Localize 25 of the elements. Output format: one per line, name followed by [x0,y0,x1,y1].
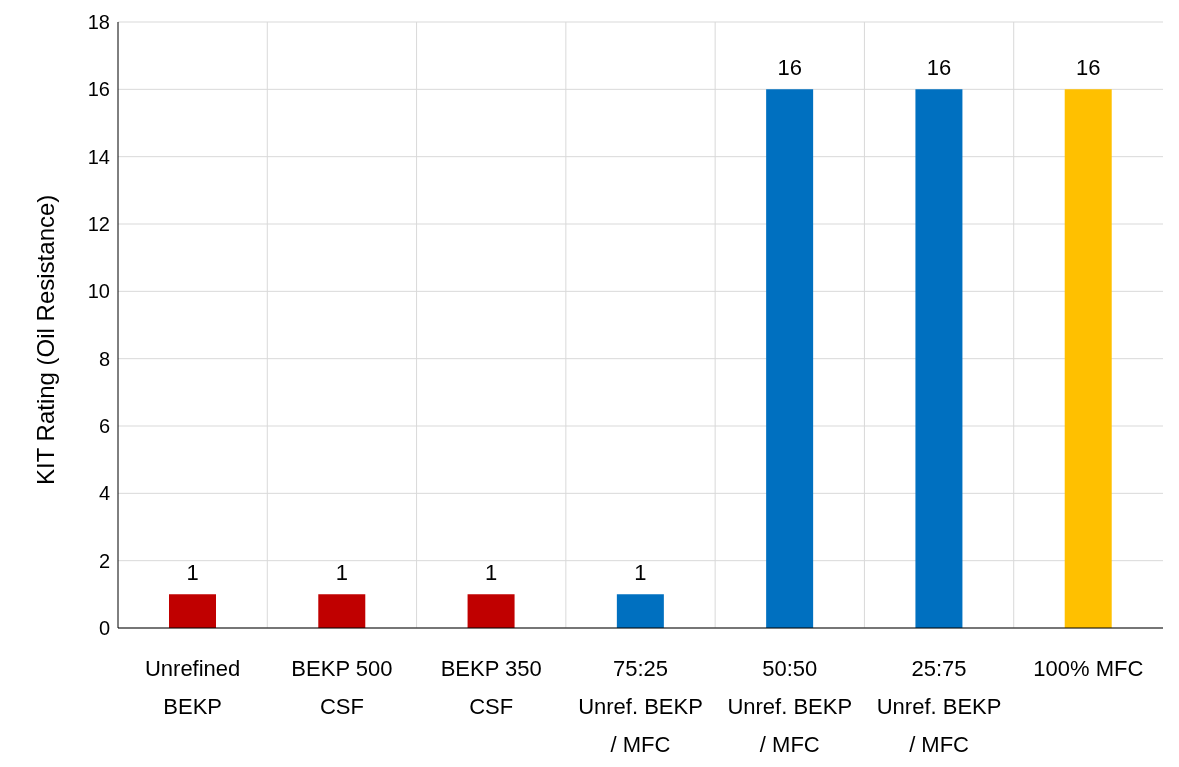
y-tick-label: 18 [87,11,110,34]
y-tick-label: 6 [98,415,110,438]
y-tick-label: 2 [98,549,110,572]
x-tick-label: 50:50 Unref. BEKP / MFC [727,656,853,757]
y-tick-label: 14 [87,145,110,168]
y-tick-label: 12 [87,213,110,236]
data-label: 16 [926,55,952,81]
y-tick-label: 0 [98,617,110,640]
data-label: 16 [1075,55,1101,81]
data-label: 1 [335,560,348,586]
y-axis-title: KIT Rating (Oil Resistance) [31,194,59,485]
data-label: 1 [186,560,199,586]
y-tick-label: 8 [98,347,110,370]
x-tick-label: 100% MFC [1033,656,1144,681]
y-tick-label: 16 [87,78,110,101]
x-tick-label: BEKP 350 CSF [440,656,542,719]
x-tick-label: Unrefined BEKP [144,656,241,719]
y-tick-label: 10 [87,280,110,303]
data-label: 1 [634,560,647,586]
y-tick-label: 4 [98,482,110,505]
x-tick-label: 25:75 Unref. BEKP / MFC [876,656,1002,757]
data-label: 16 [777,55,802,81]
data-label: 1 [484,560,498,586]
x-tick-label: BEKP 500 CSF [291,656,393,719]
x-tick-label: 75:25 Unref. BEKP / MFC [578,656,703,757]
